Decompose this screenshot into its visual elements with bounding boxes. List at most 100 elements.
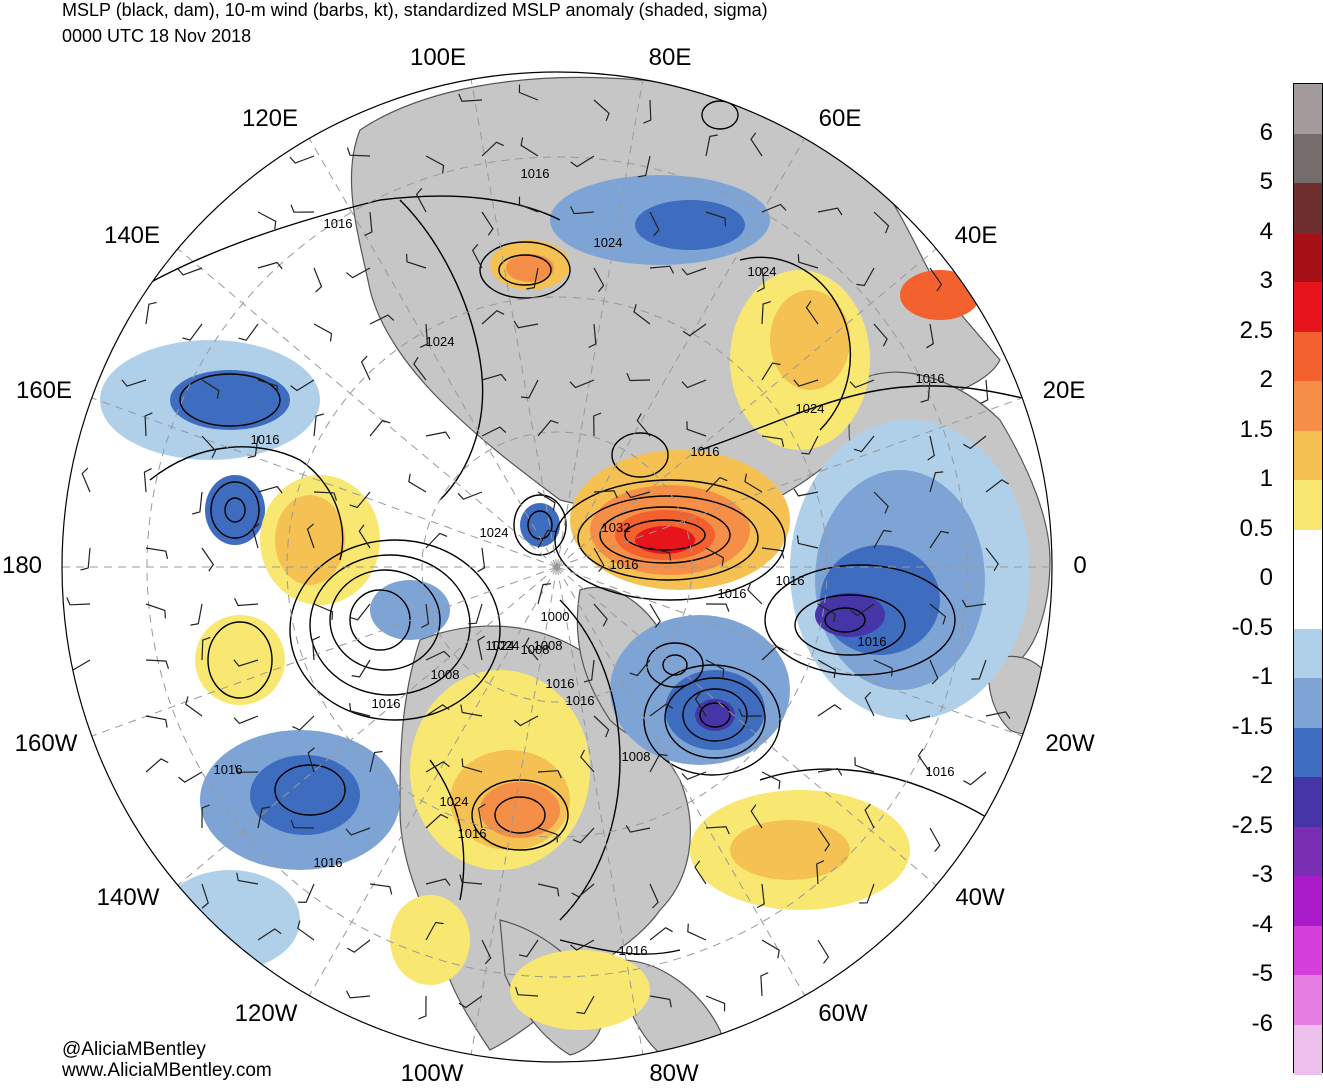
wind-barb [761,771,781,790]
anomaly-min-north-atlantic [695,699,735,731]
wind-barb [817,704,842,717]
wind-barb [201,435,217,459]
meridian [177,566,558,886]
wind-barb [481,309,505,325]
wind-barb [583,659,595,683]
wind-barb [290,379,315,392]
wind-barb [481,426,507,437]
isobar-contour [224,497,246,523]
wind-barb [418,995,427,1020]
wind-barb [705,134,718,157]
isobar-contour [824,607,866,633]
wind-barb [929,530,950,549]
wind-barb [358,524,371,549]
wind-barb [633,304,651,325]
colorbar-label: -1 [1251,663,1273,690]
colorbar-swatch [1294,529,1322,580]
wind-barb [145,547,169,560]
meridian [308,566,558,997]
isobar-contour [207,621,273,699]
lon-label-0: 0 [1073,552,1087,579]
wind-barb [738,708,763,717]
colorbar-swatch [1294,1024,1322,1075]
pressure-label: 1024 [748,264,777,279]
anomaly-negative-bering [205,475,265,545]
colorbar-label: -1.5 [1231,712,1273,740]
wind-barb [750,132,763,157]
wind-barb [873,211,890,234]
pressure-label: 1016 [858,634,887,649]
wind-barb [761,645,785,661]
pressure-label: 1024 [480,525,509,540]
wind-barb [681,267,707,276]
isobar-contour [149,446,344,561]
wind-barb [929,827,941,852]
wind-barb [311,636,321,661]
anomaly-negative-kamchatka-core [170,370,290,430]
wind-barb [346,939,371,953]
wind-barb [425,650,451,661]
colorbar-label: 5 [1259,168,1273,195]
meridian [470,78,558,568]
wind-barb [346,267,371,279]
wind-barb [468,603,483,625]
wind-barb [236,872,259,885]
colorbar-label: 2 [1259,366,1273,393]
wind-barb [817,827,831,852]
wind-barb [929,659,939,685]
anomaly-negative-beaufort [520,503,560,547]
wind-barb [460,704,483,717]
pressure-label: 1016 [314,855,343,870]
wind-barb [625,825,651,833]
wind-barb [369,750,383,773]
wind-barb [793,488,819,497]
wind-barb [849,379,875,389]
wind-barb [471,243,483,269]
valid-time: 0000 UTC 18 Nov 2018 [62,26,252,46]
lon-label-140w: 140W [96,884,160,911]
wind-barb [649,753,668,773]
wind-barb [761,435,785,447]
pressure-label: 1016 [718,586,747,601]
wind-barb [526,267,539,290]
wind-barb [859,883,875,904]
wind-barb [458,93,483,102]
colorbar-label: -3 [1251,861,1273,888]
anomaly-positive-caribbean [510,950,650,1030]
wind-barb [649,603,661,628]
wind-barb [406,253,427,269]
wind-barb [234,764,259,773]
wind-barb [306,523,315,549]
wind-barb [313,323,333,342]
lon-label-60w: 60W [818,1000,868,1027]
wind-barb [905,714,931,722]
wind-barb [649,926,673,941]
wind-barb [425,761,450,773]
isobar-contour [662,654,688,676]
isobar-contour [471,779,569,851]
anomaly-positive-mexico [390,895,470,985]
anomaly-negative-arctic-ocean [370,580,450,640]
wind-barb [201,547,215,572]
pressure-label: 1008 [622,749,651,764]
wind-barb [580,749,595,773]
wind-barb [477,803,486,829]
pressure-label: 1016 [610,557,639,572]
wind-barb [571,883,595,898]
wind-barb [537,583,552,605]
colorbar-label: -6 [1251,1009,1273,1037]
wind-barb [649,547,672,561]
wind-barb [593,267,605,293]
pressure-label: 1008 [431,667,460,682]
wind-barb [681,771,707,781]
lon-label-20e: 20E [1042,377,1086,404]
meridian [556,78,644,568]
colorbar-label: 0 [1259,564,1273,591]
wind-barb [233,715,259,725]
lon-label-20w: 20W [1045,730,1095,757]
wind-barb [421,603,430,629]
wind-barb [313,491,338,501]
wind-barb [481,939,492,965]
wind-barb [458,995,483,1009]
colorbar-swatch [1294,579,1322,629]
